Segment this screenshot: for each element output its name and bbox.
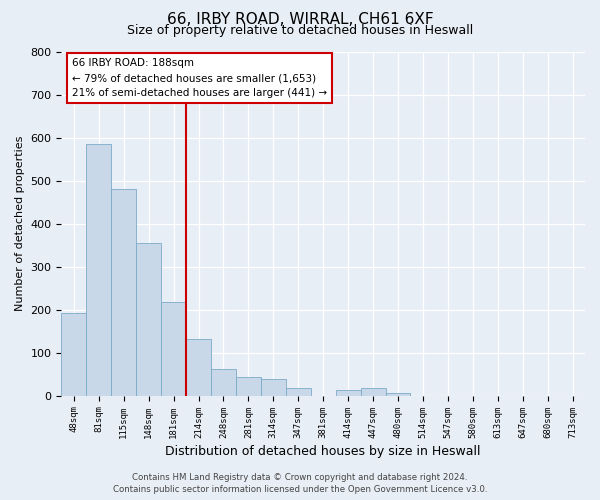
X-axis label: Distribution of detached houses by size in Heswall: Distribution of detached houses by size … xyxy=(166,444,481,458)
Y-axis label: Number of detached properties: Number of detached properties xyxy=(15,136,25,311)
Bar xyxy=(111,189,136,396)
Bar xyxy=(236,377,261,396)
Text: Contains HM Land Registry data © Crown copyright and database right 2024.
Contai: Contains HM Land Registry data © Crown c… xyxy=(113,472,487,494)
Bar xyxy=(211,369,236,396)
Bar xyxy=(161,302,186,396)
Bar xyxy=(186,339,211,396)
Text: 66 IRBY ROAD: 188sqm
← 79% of detached houses are smaller (1,653)
21% of semi-de: 66 IRBY ROAD: 188sqm ← 79% of detached h… xyxy=(72,58,327,98)
Bar xyxy=(361,388,386,396)
Bar xyxy=(286,388,311,396)
Text: Size of property relative to detached houses in Heswall: Size of property relative to detached ho… xyxy=(127,24,473,37)
Bar xyxy=(261,379,286,396)
Text: 66, IRBY ROAD, WIRRAL, CH61 6XF: 66, IRBY ROAD, WIRRAL, CH61 6XF xyxy=(167,12,433,28)
Bar xyxy=(386,392,410,396)
Bar xyxy=(335,390,361,396)
Bar xyxy=(61,312,86,396)
Bar xyxy=(136,243,161,396)
Bar xyxy=(86,144,111,396)
